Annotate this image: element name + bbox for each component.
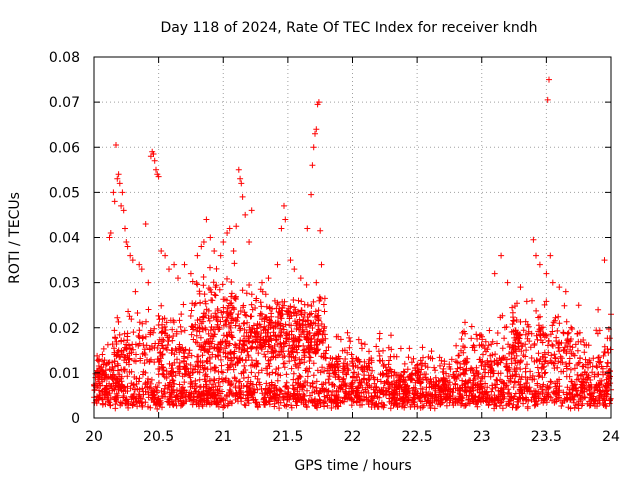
y-tick-label: 0.04 (49, 231, 80, 247)
scatter-markers (91, 76, 614, 412)
grid-lines (94, 57, 611, 418)
y-tick-label: 0.01 (49, 366, 80, 382)
y-tick-label: 0.06 (49, 140, 80, 156)
x-tick-label: 20.5 (143, 429, 174, 445)
y-tick-label: 0.02 (49, 321, 80, 337)
x-tick-label: 20 (85, 429, 103, 445)
y-axis-label: ROTI / TECUs (7, 192, 23, 284)
x-tick-label: 21.5 (272, 429, 303, 445)
axis-ticks: 20 20.5 21 21.5 22 22.5 23 23.5 24 0 0.01 0.02 0.03 0… (49, 50, 620, 445)
y-tick-label: 0.05 (49, 185, 80, 201)
x-tick-label: 22.5 (402, 429, 433, 445)
x-tick-label: 21 (214, 429, 232, 445)
x-axis-label: GPS time / hours (294, 458, 411, 474)
x-tick-label: 22 (344, 429, 362, 445)
y-tick-label: 0.03 (49, 276, 80, 292)
x-tick-label: 23 (473, 429, 491, 445)
y-tick-label: 0 (71, 411, 80, 427)
x-tick-label: 23.5 (531, 429, 562, 445)
chart-title: Day 118 of 2024, Rate Of TEC Index for r… (160, 20, 537, 36)
x-tick-label: 24 (602, 429, 620, 445)
y-tick-label: 0.08 (49, 50, 80, 66)
data-points (91, 76, 614, 412)
y-tick-label: 0.07 (49, 95, 80, 111)
